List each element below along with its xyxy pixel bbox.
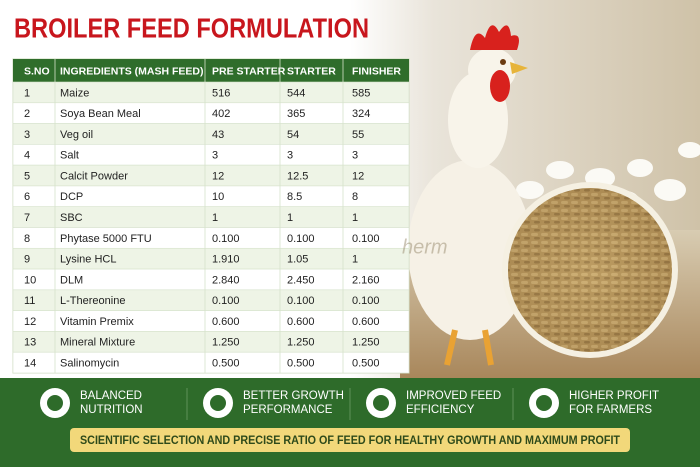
table-cell: DCP xyxy=(60,191,83,203)
rooster xyxy=(408,25,532,366)
table-cell: Maize xyxy=(60,87,89,99)
table-cell: 0.500 xyxy=(352,358,380,370)
table-cell: 0.600 xyxy=(287,316,315,328)
table-cell: 12.5 xyxy=(287,170,308,182)
table-cell: 10 xyxy=(24,274,36,286)
table-row xyxy=(12,351,410,374)
feature-line1: HIGHER PROFIT xyxy=(569,390,659,402)
table-cell: L-Thereonine xyxy=(60,295,125,307)
table-cell: 8 xyxy=(24,233,30,245)
table-cell: 0.600 xyxy=(212,316,240,328)
column-header: STARTER xyxy=(287,65,336,77)
table-cell: 365 xyxy=(287,108,305,120)
column-header: PRE STARTER xyxy=(212,65,286,77)
table-cell: 3 xyxy=(287,150,293,162)
table-cell: 0.100 xyxy=(287,295,315,307)
table-cell: Soya Bean Meal xyxy=(60,108,141,120)
table-cell: 6 xyxy=(24,191,30,203)
table-cell: 1 xyxy=(287,212,293,224)
feature-line2: EFFICIENCY xyxy=(406,404,475,416)
table-cell: 1 xyxy=(352,254,358,266)
feature-icon-inner xyxy=(536,395,552,411)
table-cell: SBC xyxy=(60,212,83,224)
table-cell: 1.250 xyxy=(212,337,240,349)
pellet-shade xyxy=(508,188,672,352)
table-cell: 12 xyxy=(212,170,224,182)
table-cell: 13 xyxy=(24,337,36,349)
table-cell: 11 xyxy=(24,295,35,307)
feature-line2: PERFORMANCE xyxy=(243,404,333,416)
table-cell: 0.100 xyxy=(352,233,380,245)
table-cell: 8.5 xyxy=(287,191,302,203)
table-cell: 43 xyxy=(212,129,224,141)
table-cell: Phytase 5000 FTU xyxy=(60,233,152,245)
table-cell: Salinomycin xyxy=(60,358,119,370)
table-cell: 9 xyxy=(24,254,30,266)
table-cell: 3 xyxy=(352,150,358,162)
table-cell: Lysine HCL xyxy=(60,254,116,266)
feature-icon-inner xyxy=(373,395,389,411)
table-cell: DLM xyxy=(60,274,83,286)
watermark: herm xyxy=(402,236,448,258)
table-cell: 1 xyxy=(24,87,30,99)
table-cell: 8 xyxy=(352,191,358,203)
table-cell: 544 xyxy=(287,87,305,99)
feature-line1: IMPROVED FEED xyxy=(406,390,501,402)
table-cell: 12 xyxy=(24,316,36,328)
table: S.NO INGREDIENTS (MASH FEED) PRE STARTER ST… xyxy=(12,59,410,374)
table-cell: 14 xyxy=(24,358,36,370)
table-cell: 3 xyxy=(212,150,218,162)
table-cell: 7 xyxy=(24,212,30,224)
table-cell: 1 xyxy=(352,212,358,224)
title: BROILER FEED FORMULATION xyxy=(14,12,369,43)
table-cell: 0.100 xyxy=(287,233,315,245)
table-cell: 4 xyxy=(24,150,30,162)
features: BALANCED NUTRITION BETTER GROWTH PERFORMANC… xyxy=(40,388,659,420)
table-cell: Salt xyxy=(60,150,79,162)
table-cell: 1.250 xyxy=(287,337,315,349)
table-cell: 0.500 xyxy=(287,358,315,370)
table-cell: 585 xyxy=(352,87,370,99)
feature-line1: BALANCED xyxy=(80,390,142,402)
table-cell: 0.600 xyxy=(352,316,380,328)
table-cell: 1.250 xyxy=(352,337,380,349)
table-cell: 324 xyxy=(352,108,370,120)
table-cell: Vitamin Premix xyxy=(60,316,134,328)
feature-icon-inner xyxy=(47,395,63,411)
table-cell: 12 xyxy=(352,170,364,182)
banner-text: SCIENTIFIC SELECTION AND PRECISE RATIO O… xyxy=(80,435,620,447)
table-cell: 5 xyxy=(24,170,30,182)
feature-line2: NUTRITION xyxy=(80,404,143,416)
table-cell: 3 xyxy=(24,129,30,141)
feature-line2: FOR FARMERS xyxy=(569,404,652,416)
table-cell: 2.450 xyxy=(287,274,315,286)
table-cell: Calcit Powder xyxy=(60,170,128,182)
table-cell: 10 xyxy=(212,191,224,203)
column-header: S.NO xyxy=(24,65,50,77)
table-cell: 2.160 xyxy=(352,274,380,286)
feature-line1: BETTER GROWTH xyxy=(243,390,344,402)
table-cell: 1.910 xyxy=(212,254,240,266)
table-cell: 2.840 xyxy=(212,274,240,286)
table-cell: 1 xyxy=(212,212,218,224)
feature-icon-inner xyxy=(210,395,226,411)
column-header: FINISHER xyxy=(352,65,401,77)
table-cell: Veg oil xyxy=(60,129,93,141)
table-cell: 2 xyxy=(24,108,30,120)
table-cell: 54 xyxy=(287,129,299,141)
table-cell: 55 xyxy=(352,129,364,141)
table-cell: 1.05 xyxy=(287,254,308,266)
table-cell: 0.100 xyxy=(352,295,380,307)
table-cell: 0.100 xyxy=(212,295,240,307)
table-cell: 516 xyxy=(212,87,230,99)
column-header: INGREDIENTS (MASH FEED) xyxy=(60,65,204,77)
table-header xyxy=(13,59,409,82)
banner xyxy=(70,428,630,452)
table-cell: 0.100 xyxy=(212,233,240,245)
table-cell: 0.500 xyxy=(212,358,240,370)
table-cell: Mineral Mixture xyxy=(60,337,135,349)
table-cell: 402 xyxy=(212,108,230,120)
